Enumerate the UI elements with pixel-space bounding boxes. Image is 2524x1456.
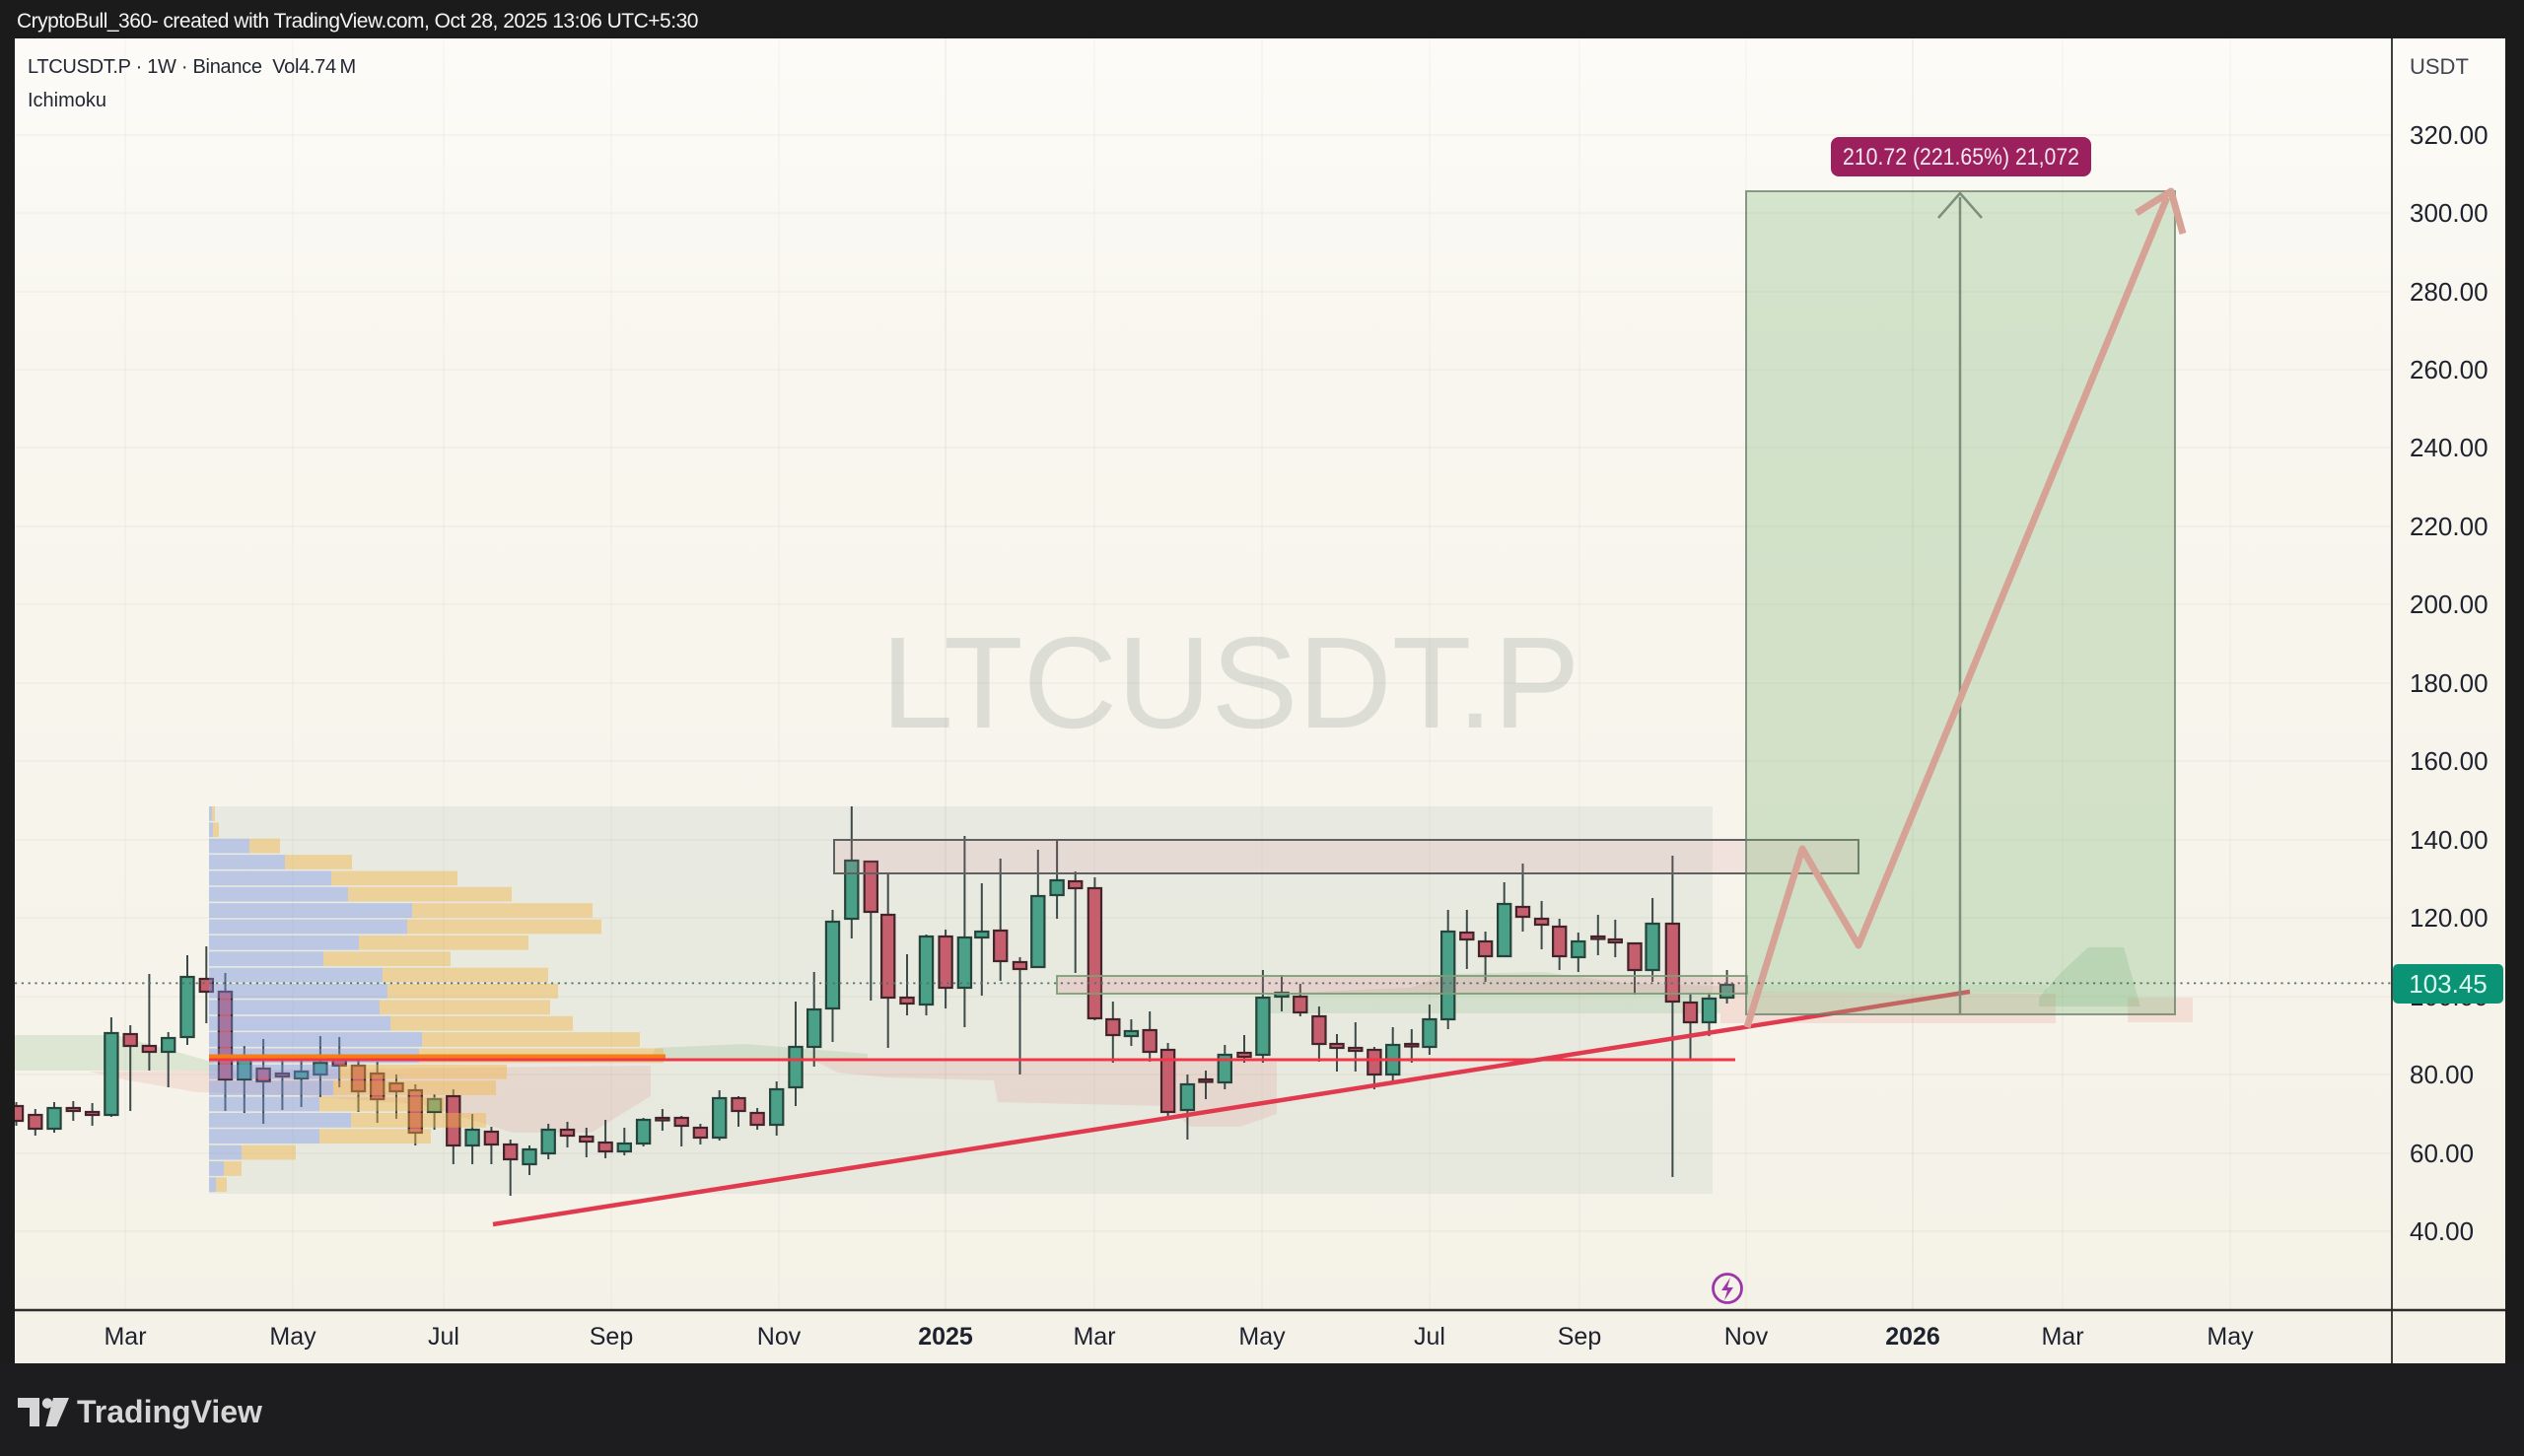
svg-text:Sep: Sep — [590, 1323, 633, 1351]
svg-text:2025: 2025 — [918, 1323, 973, 1351]
svg-text:May: May — [2207, 1323, 2254, 1351]
svg-text:60.00: 60.00 — [2410, 1139, 2474, 1168]
svg-text:120.00: 120.00 — [2410, 903, 2489, 933]
svg-text:160.00: 160.00 — [2410, 746, 2489, 776]
svg-text:2026: 2026 — [1885, 1323, 1940, 1351]
svg-text:Sep: Sep — [1558, 1323, 1601, 1351]
svg-text:Mar: Mar — [2041, 1323, 2083, 1351]
svg-text:May: May — [269, 1323, 316, 1351]
svg-text:200.00: 200.00 — [2410, 589, 2489, 619]
svg-text:TradingView: TradingView — [77, 1394, 262, 1429]
svg-text:Mar: Mar — [104, 1323, 146, 1351]
svg-text:Jul: Jul — [428, 1323, 459, 1351]
svg-text:103.45: 103.45 — [2409, 969, 2488, 999]
svg-text:280.00: 280.00 — [2410, 277, 2489, 307]
svg-text:CryptoBull_360- created with T: CryptoBull_360- created with TradingView… — [17, 10, 698, 33]
svg-text:LTCUSDT.P: LTCUSDT.P — [881, 610, 1580, 755]
svg-text:180.00: 180.00 — [2410, 668, 2489, 698]
svg-text:May: May — [1238, 1323, 1286, 1351]
svg-text:220.00: 220.00 — [2410, 512, 2489, 541]
svg-text:260.00: 260.00 — [2410, 355, 2489, 384]
svg-text:Nov: Nov — [757, 1323, 802, 1351]
svg-text:210.72 (221.65%) 21,072: 210.72 (221.65%) 21,072 — [1843, 144, 2079, 171]
svg-text:240.00: 240.00 — [2410, 433, 2489, 462]
svg-text:80.00: 80.00 — [2410, 1060, 2474, 1089]
svg-text:140.00: 140.00 — [2410, 825, 2489, 855]
svg-text:320.00: 320.00 — [2410, 120, 2489, 150]
svg-text:40.00: 40.00 — [2410, 1216, 2474, 1246]
svg-text:300.00: 300.00 — [2410, 198, 2489, 228]
svg-text:Mar: Mar — [1073, 1323, 1115, 1351]
svg-text:Jul: Jul — [1414, 1323, 1445, 1351]
svg-text:LTCUSDT.P · 1W · Binance Vol4: LTCUSDT.P · 1W · Binance Vol4.74 M — [28, 56, 356, 78]
svg-text:Ichimoku: Ichimoku — [28, 90, 106, 111]
svg-text:Nov: Nov — [1724, 1323, 1769, 1351]
svg-text:USDT: USDT — [2410, 54, 2469, 79]
